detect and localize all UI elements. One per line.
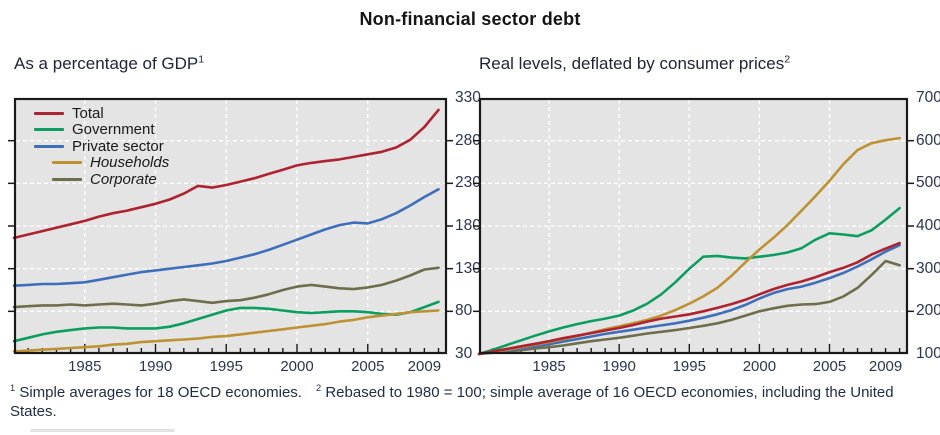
y-axis-label: 130: [455, 259, 481, 277]
y-axis-label: 80: [455, 302, 473, 320]
corporate-swatch-icon: [52, 177, 82, 181]
plot-border: [478, 97, 909, 355]
legend-label: Corporate: [90, 170, 157, 188]
footnote-marker-2: 2: [784, 53, 791, 66]
footnote-marker-1: 1: [198, 53, 205, 66]
chart-canvas: [473, 97, 914, 356]
y-axis-label: 400: [916, 217, 940, 234]
government-line: [477, 206, 901, 356]
legend-label: Households: [90, 154, 170, 172]
real-levels-chart-panel: 700 600 500 400 300 200 100 1985 1990 1995 2000 200…: [473, 89, 940, 375]
y-axis-label: 300: [916, 259, 940, 277]
private-sector-swatch-icon: [34, 144, 64, 148]
chart-canvas: [8, 97, 453, 355]
total-swatch-icon: [34, 111, 64, 115]
legend-label: Government: [72, 121, 155, 139]
government-line: [12, 300, 440, 343]
households-swatch-icon: [52, 161, 82, 165]
private-sector-line: [477, 243, 901, 356]
x-axis-label: 1990: [602, 358, 636, 375]
footnotes: 1 Simple averages for 18 OECD economies.…: [10, 383, 940, 421]
page-title: Non-financial sector debt: [359, 9, 581, 29]
x-axis-label: 2000: [280, 358, 314, 375]
y-axis-label: 30: [455, 345, 473, 362]
x-axis-label: 2005: [812, 358, 847, 375]
legend-item-corporate: Corporate: [34, 171, 169, 188]
y-axis-label: 230: [455, 174, 481, 192]
legend-item-government: Government: [34, 122, 169, 139]
legend-item-private-sector: Private sector: [34, 138, 169, 155]
x-axis-label: 1985: [68, 358, 102, 375]
footnote-2-text: Rebased to 1980 = 100; simple average of…: [10, 384, 894, 420]
y-axis-label: 330: [455, 89, 481, 106]
plot-border: [13, 97, 448, 355]
y-axis-label: 500: [916, 174, 940, 192]
x-axis-label: 2009: [407, 358, 442, 375]
y-axis-label: 600: [916, 131, 940, 149]
x-axis-label: 1990: [138, 358, 173, 375]
x-axis-label: 2009: [868, 358, 903, 375]
right-chart-subtitle: Real levels, deflated by consumer prices…: [479, 54, 790, 74]
legend-item-households: Households: [34, 155, 169, 172]
y-axis-label: 180: [455, 217, 481, 234]
y-axis-label: 280: [455, 131, 481, 149]
private-sector-line: [12, 188, 440, 287]
y-axis-label: 200: [916, 302, 940, 320]
gdp-chart-panel: Total Government Private sector Households C…: [8, 89, 484, 375]
footnote-1-marker: 1: [10, 383, 16, 393]
y-axis-label: 100: [916, 345, 940, 362]
corporate-line: [12, 266, 440, 309]
legend-label: Total: [72, 104, 104, 122]
total-line: [12, 108, 440, 240]
gridlines: [481, 100, 906, 352]
x-axis-label: 1995: [209, 358, 243, 375]
households-line: [12, 309, 440, 353]
real-levels-chart-plot-area: [473, 97, 914, 356]
corporate-line: [477, 259, 901, 356]
government-swatch-icon: [34, 128, 64, 132]
x-axis-label: 2005: [351, 358, 385, 375]
x-axis-label: 1995: [672, 358, 706, 375]
y-axis-label: 700: [916, 89, 940, 106]
footnote-2-marker: 2: [315, 383, 322, 393]
footnote-1-text: Simple averages for 18 OECD economies.: [19, 384, 302, 401]
chart-legend: Total Government Private sector Households C…: [34, 105, 169, 188]
x-axis-label: 2000: [742, 358, 777, 375]
total-line: [477, 241, 901, 356]
x-axis-label: 1985: [532, 358, 566, 375]
left-chart-subtitle: As a percentage of GDP1: [14, 54, 204, 74]
gdp-chart-plot-area: Total Government Private sector Households C…: [8, 97, 453, 355]
legend-item-total: Total: [34, 105, 169, 122]
cropped-next-line-artifact: [30, 429, 175, 432]
legend-label: Private sector: [72, 137, 164, 155]
right-chart-subtitle-text: Real levels, deflated by consumer prices: [479, 54, 785, 73]
left-chart-subtitle-text: As a percentage of GDP: [14, 54, 199, 73]
